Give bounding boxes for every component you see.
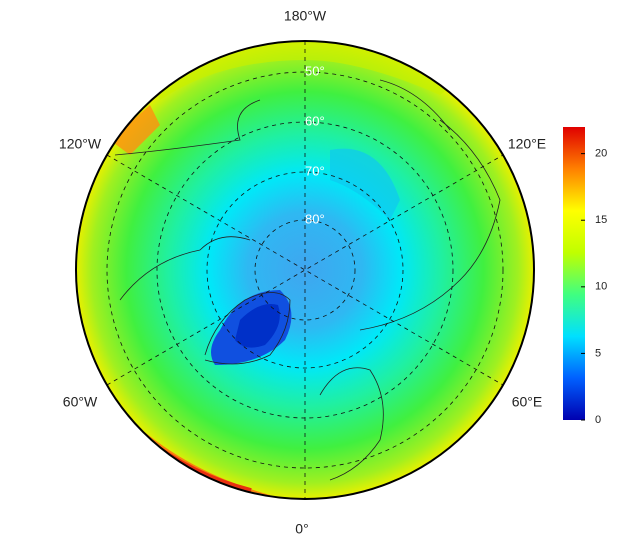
lon-label: 60°W	[63, 394, 98, 410]
lat-label: 50°	[305, 63, 325, 78]
graticule	[106, 41, 504, 499]
map-border	[75, 40, 535, 500]
colorbar-tick-label: 20	[595, 148, 607, 160]
colorbar	[563, 127, 585, 420]
colorbar-tick-label: 5	[595, 347, 601, 359]
coastlines	[114, 79, 501, 481]
colorbar-tick-label: 0	[595, 414, 601, 426]
lon-label: 60°E	[512, 394, 543, 410]
lon-label: 120°W	[59, 136, 102, 152]
colorbar-tick-label: 15	[595, 214, 607, 226]
lat-label: 70°	[305, 163, 325, 178]
lat-label: 80°	[305, 211, 325, 226]
lat-label: 60°	[305, 113, 325, 128]
lon-label: 0°	[295, 521, 308, 537]
lon-label: 180°W	[284, 8, 327, 24]
colorbar-tick-label: 10	[595, 281, 607, 293]
lon-label: 120°E	[508, 136, 546, 152]
